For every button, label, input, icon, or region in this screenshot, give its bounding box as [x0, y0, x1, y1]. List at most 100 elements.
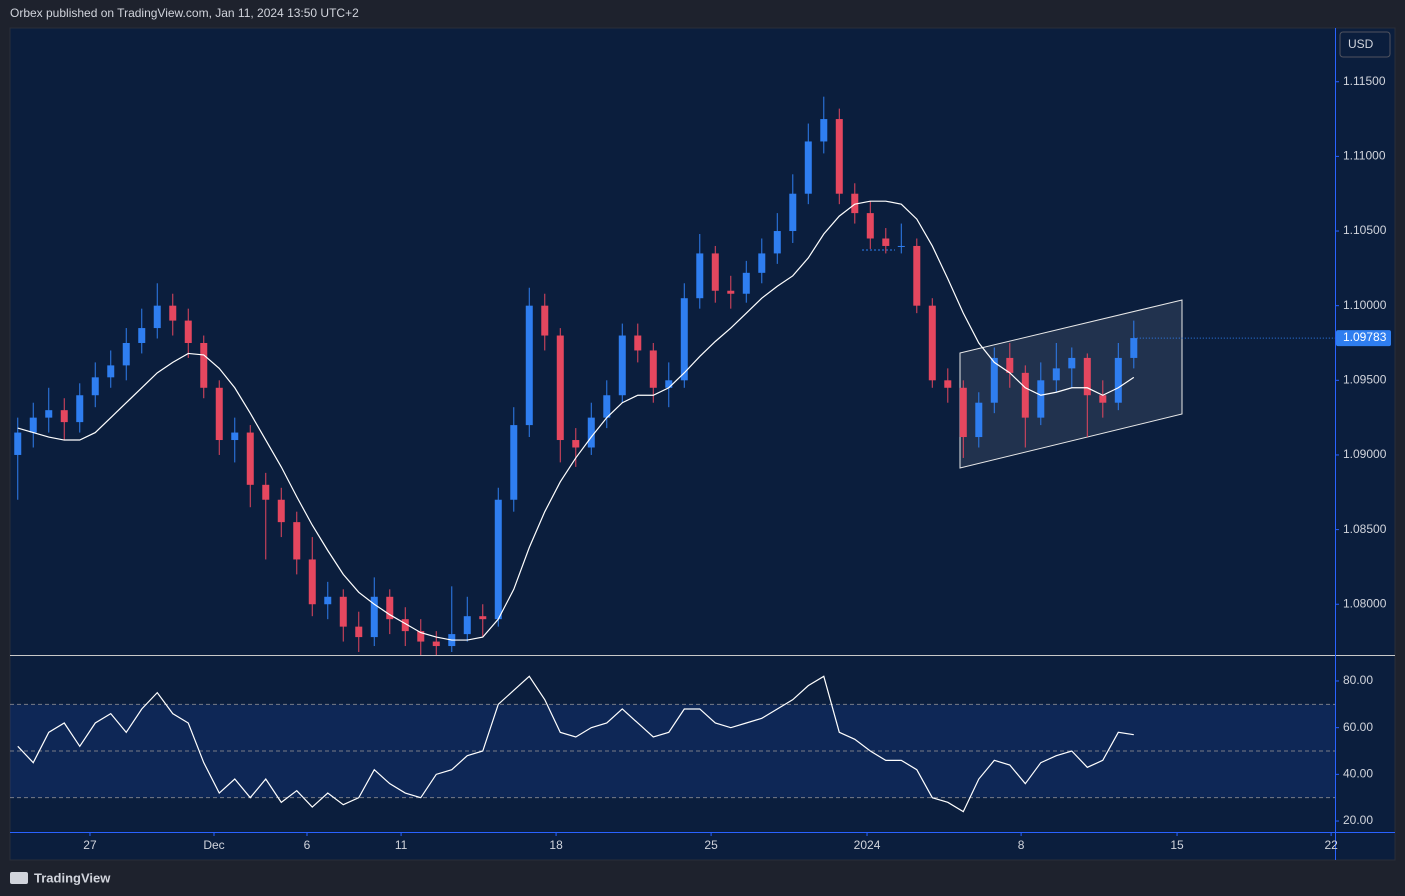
x-tick-label: 27 [83, 838, 97, 852]
x-tick-label: 25 [704, 838, 718, 852]
candle-body [1130, 338, 1138, 358]
candle-body [60, 410, 68, 423]
last-price-box [1336, 330, 1391, 347]
candle-body [262, 484, 270, 500]
logo [10, 872, 28, 884]
rsi-tick-label: 80.00 [1343, 673, 1373, 687]
currency-box[interactable] [1339, 31, 1391, 58]
candle-body [913, 245, 921, 306]
candle-body [107, 365, 115, 378]
candle-body [928, 305, 936, 381]
candle-body [727, 290, 735, 294]
x-tick-label: 11 [395, 838, 408, 852]
candle-body [246, 432, 254, 485]
candle-body [866, 213, 874, 239]
candle-body [882, 238, 890, 246]
candle-body [432, 641, 440, 647]
candle-body [1114, 357, 1122, 403]
y-tick-label: 1.10000 [1343, 298, 1387, 312]
candle-body [510, 425, 518, 500]
x-tick-label: 22 [1324, 838, 1338, 852]
x-tick-label: 6 [304, 838, 311, 852]
candle-body [587, 417, 595, 448]
candle-body [789, 193, 797, 232]
candle-body [618, 335, 626, 396]
candle-body [572, 440, 580, 448]
candle-body [758, 253, 766, 273]
candle-body [680, 298, 688, 381]
candle-body [975, 402, 983, 438]
candle-body [1099, 395, 1107, 403]
candle-body [386, 596, 394, 620]
candle-body [463, 616, 471, 635]
candle-body [1052, 368, 1060, 381]
candle-body [14, 432, 22, 455]
y-tick-label: 1.11000 [1343, 149, 1386, 163]
y-tick-label: 1.08000 [1343, 596, 1387, 610]
candle-body [649, 350, 657, 388]
candle-body [169, 305, 177, 321]
header: Orbex published on TradingView.com, Jan … [10, 6, 359, 20]
candle-body [76, 395, 84, 423]
candle-body [277, 499, 285, 523]
y-tick-label: 1.09500 [1343, 372, 1387, 386]
candle-body [339, 596, 347, 627]
candle-body [897, 245, 905, 247]
y-tick-label: 1.11500 [1343, 74, 1386, 88]
candle-body [990, 357, 998, 403]
candle-body [355, 626, 363, 638]
moving-average [17, 200, 1135, 641]
candle-body [138, 328, 146, 343]
candle-body [835, 119, 843, 194]
footer-brand: TradingView [34, 870, 111, 885]
candle-body [944, 380, 952, 388]
candle-body [959, 387, 967, 438]
y-tick-label: 1.08500 [1343, 522, 1387, 536]
candle-body [91, 377, 99, 396]
candle-body [153, 305, 161, 329]
rsi-line [17, 675, 1134, 813]
candles [14, 96, 1138, 655]
candle-body [293, 522, 301, 560]
candle-body [1068, 357, 1076, 369]
candle-body [1021, 372, 1029, 418]
candle-body [231, 432, 239, 441]
candle-body [494, 499, 502, 620]
candle-body [665, 380, 673, 388]
candle-body [479, 616, 487, 620]
candle-body [200, 342, 208, 388]
currency: USD [1348, 37, 1374, 51]
rsi-tick-label: 20.00 [1343, 813, 1373, 827]
candle-body [29, 417, 37, 433]
candle-body [696, 253, 704, 299]
rsi-tick-label: 60.00 [1343, 720, 1373, 734]
candle-body [742, 272, 750, 294]
x-tick-label: Dec [203, 838, 224, 852]
x-tick-label: 2024 [854, 838, 881, 852]
candle-body [1083, 357, 1091, 396]
candle-body [45, 410, 53, 418]
candle-body [525, 305, 533, 426]
candle-body [556, 335, 564, 441]
candle-body [541, 305, 549, 336]
candle-body [711, 253, 719, 291]
candle-body [184, 320, 192, 343]
candle-body [851, 193, 859, 214]
x-tick-label: 15 [1170, 838, 1184, 852]
x-tick-label: 18 [549, 838, 563, 852]
y-tick-label: 1.09000 [1343, 447, 1387, 461]
x-tick-label: 8 [1018, 838, 1025, 852]
candle-body [603, 395, 611, 418]
candle-body [215, 387, 223, 441]
y-tick-label: 1.10500 [1343, 223, 1387, 237]
candle-body [308, 559, 316, 605]
candle-body [773, 231, 781, 254]
rsi-tick-label: 40.00 [1343, 767, 1373, 781]
candle-body [1006, 357, 1014, 373]
chart-area [9, 27, 1396, 861]
candle-body [820, 119, 828, 142]
candle-body [1037, 380, 1045, 418]
candle-body [324, 596, 332, 605]
